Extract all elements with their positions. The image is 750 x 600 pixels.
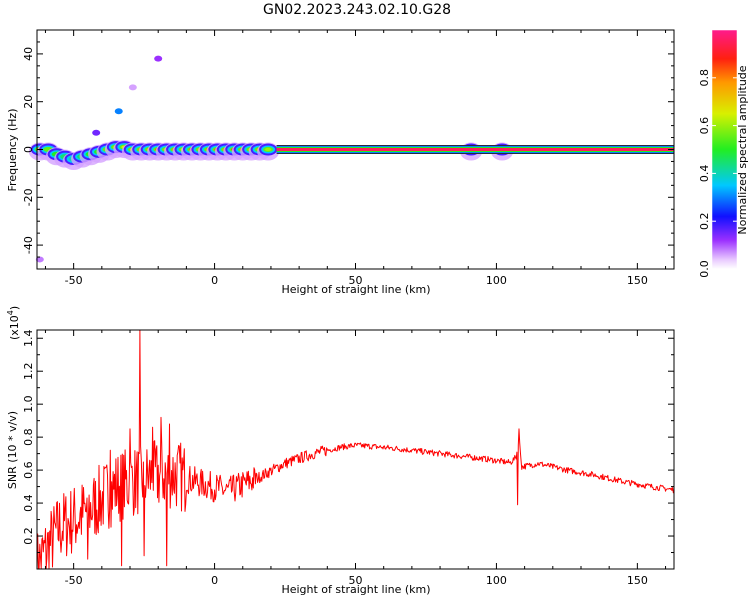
snr-ytick-label-6: 1.4 — [22, 329, 35, 347]
spectrogram-ylabel: Frequency (Hz) — [6, 109, 19, 192]
snr-multiplier: (x104) — [6, 306, 21, 340]
ridge-core — [276, 148, 674, 151]
snr-xtick-label-3: 100 — [486, 574, 507, 587]
snr-ytick-label-5: 1.2 — [22, 362, 35, 380]
snr-ytick-label-0: 0.2 — [22, 527, 35, 545]
spectrogram-ytick-label-4: 40 — [22, 47, 35, 61]
spectrogram-ytick-label-2: 0 — [22, 146, 35, 153]
colorbar-tick-label-4: 0.8 — [698, 69, 711, 87]
spectrogram-ridge — [276, 145, 674, 154]
spectrogram-blob-27 — [257, 142, 280, 161]
snr-panel: -50 0 50 100 150 0.2 0.4 0.6 0.8 1.0 1.2 1.4 Height… — [6, 306, 675, 596]
snr-ytick-label-4: 1.0 — [22, 395, 35, 413]
snr-xtick-label-1: 0 — [211, 574, 218, 587]
snr-multiplier-close: ) — [8, 306, 21, 310]
spectrogram-xlabel: Height of straight line (km) — [281, 283, 430, 296]
snr-ytick-label-1: 0.4 — [22, 494, 35, 512]
spectrogram-ticks: -50 0 50 100 150 -40 -20 0 20 40 — [22, 29, 674, 287]
colorbar-tick-label-3: 0.6 — [698, 117, 711, 135]
snr-marks — [36, 329, 675, 569]
spectrogram-xtick-label-4: 150 — [627, 274, 648, 287]
spectrogram-ytick-label-1: -20 — [22, 188, 35, 206]
spectrogram-xtick-label-0: -50 — [65, 274, 83, 287]
snr-plot-area — [37, 330, 674, 569]
colorbar-tick-label-1: 0.2 — [698, 212, 711, 230]
snr-series-line — [36, 329, 675, 569]
spectrogram-panel: -50 0 50 100 150 -40 -20 0 20 40 Height of straig… — [6, 29, 675, 296]
colorbar: 0.0 0.2 0.4 0.6 0.8 Normalized spectral ampl… — [698, 29, 749, 278]
figure-title: GN02.2023.243.02.10.G28 — [263, 2, 451, 18]
snr-ticks: -50 0 50 100 150 0.2 0.4 0.6 0.8 1.0 1.2 1.4 — [22, 329, 674, 587]
spectrogram-point-0 — [35, 256, 44, 263]
snr-ylabel: SNR (10 * v/v) — [6, 411, 19, 489]
spectrogram-xtick-label-2: 50 — [349, 274, 363, 287]
snr-multiplier-base: (x10 — [8, 315, 21, 340]
spectrogram-xtick-label-1: 0 — [211, 274, 218, 287]
colorbar-ticks: 0.0 0.2 0.4 0.6 0.8 — [698, 29, 738, 278]
blob-core — [265, 147, 272, 152]
spectrogram-point-4 — [154, 55, 163, 62]
colorbar-tick-label-2: 0.4 — [698, 165, 711, 183]
snr-ytick-label-2: 0.6 — [22, 461, 35, 479]
colorbar-frame — [711, 29, 738, 270]
spectrogram-point-3 — [128, 84, 137, 91]
snr-xlabel: Height of straight line (km) — [281, 583, 430, 596]
colorbar-label: Normalized spectral amplitude — [736, 65, 749, 234]
snr-ytick-label-3: 0.8 — [22, 428, 35, 446]
spectrogram-ytick-label-0: -40 — [22, 236, 35, 254]
snr-multiplier-exp: 4 — [6, 310, 15, 315]
spectrogram-ytick-label-3: 20 — [22, 95, 35, 109]
spectrogram-marks — [28, 55, 674, 263]
spectrogram-xtick-label-3: 100 — [486, 274, 507, 287]
spectrogram-point-1 — [92, 129, 101, 136]
snr-xtick-label-2: 50 — [349, 574, 363, 587]
svg-text:(x104): (x104) — [6, 306, 21, 340]
snr-xtick-label-4: 150 — [627, 574, 648, 587]
colorbar-tick-label-0: 0.0 — [698, 260, 711, 278]
colorbar-gradient — [712, 30, 737, 269]
snr-xtick-label-0: -50 — [65, 574, 83, 587]
spectrogram-point-2 — [114, 108, 123, 115]
